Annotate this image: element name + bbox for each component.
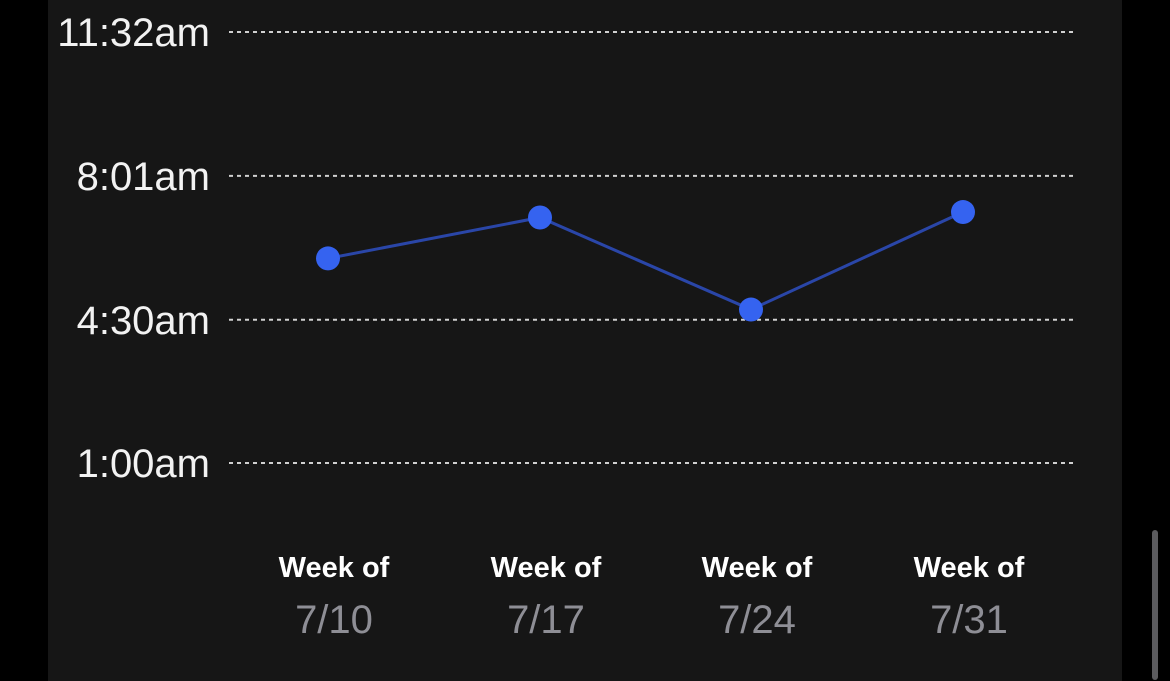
x-tick-week-label: Week of [702,552,813,584]
data-point[interactable] [528,205,552,230]
chart-panel [48,0,1122,681]
x-tick-week-label: Week of [279,552,390,584]
data-point[interactable] [316,246,340,271]
x-tick-week-label: Week of [914,552,1025,584]
series-line [327,210,964,312]
x-tick-date-label: 7/10 [295,598,373,642]
x-tick-date-label: 7/31 [930,598,1008,642]
y-tick-label: 11:32am [57,11,210,55]
y-tick-label: 4:30am [77,299,210,343]
y-tick-label: 1:00am [77,442,210,486]
x-tick-date-label: 7/24 [718,598,796,642]
x-tick-date-label: 7/17 [507,598,585,642]
x-tick-week-label: Week of [491,552,602,584]
y-tick-label: 8:01am [77,155,210,199]
data-point[interactable] [739,297,763,322]
vertical-scrollbar[interactable] [1152,530,1158,680]
data-point[interactable] [951,200,975,225]
